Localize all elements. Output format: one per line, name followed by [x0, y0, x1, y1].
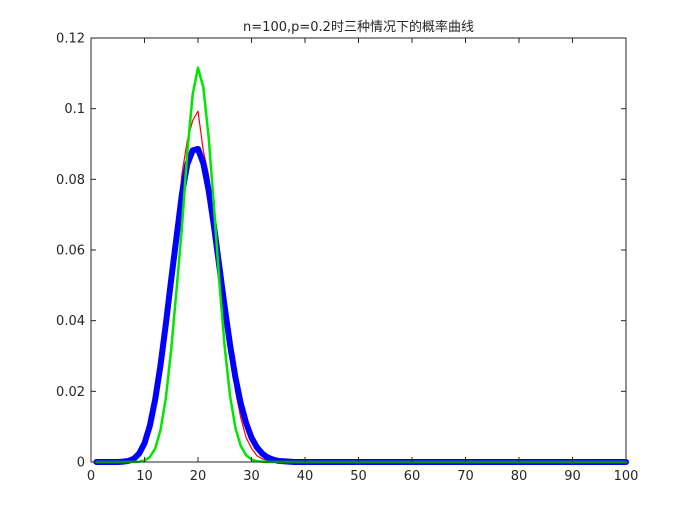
- y-tick-label: 0.06: [56, 244, 85, 259]
- y-tick-label: 0.04: [56, 314, 85, 329]
- x-tick-label: 60: [404, 469, 421, 484]
- y-tick-label: 0.08: [56, 173, 85, 188]
- y-tick-label: 0.1: [64, 102, 85, 117]
- ticks-layer: [90, 37, 627, 463]
- x-tick-label: 10: [136, 469, 153, 484]
- x-tick-label: 20: [190, 469, 207, 484]
- x-tick-label: 100: [614, 469, 639, 484]
- x-tick-label: 70: [457, 469, 474, 484]
- x-tick-label: 90: [564, 469, 581, 484]
- y-tick-label: 0: [77, 456, 85, 471]
- y-tick-label: 0.12: [56, 32, 85, 47]
- x-tick-label: 0: [87, 469, 95, 484]
- x-tick-label: 80: [511, 469, 528, 484]
- x-tick-label: 50: [350, 469, 367, 484]
- y-tick-label: 0.02: [56, 385, 85, 400]
- tick-labels-layer: 0 10 20 30 40 50 60 70 80 90 100 0 0.02 0.04 0.06 0.08 0…: [56, 32, 638, 485]
- x-tick-label: 30: [243, 469, 260, 484]
- x-tick-label: 40: [297, 469, 314, 484]
- chart-title: n=100,p=0.2时三种情况下的概率曲线: [243, 19, 474, 35]
